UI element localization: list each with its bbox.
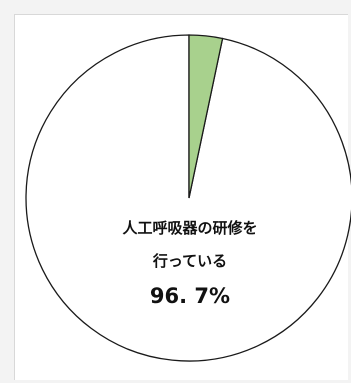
pie-slice-1 [188, 34, 224, 199]
pie-slices [25, 34, 351, 362]
slice-value-label: 96. 7% [150, 284, 230, 308]
slice-label-line-2: 行っている [152, 252, 227, 270]
slice-label-line-1: 人工呼吸器の研修を [122, 219, 257, 237]
